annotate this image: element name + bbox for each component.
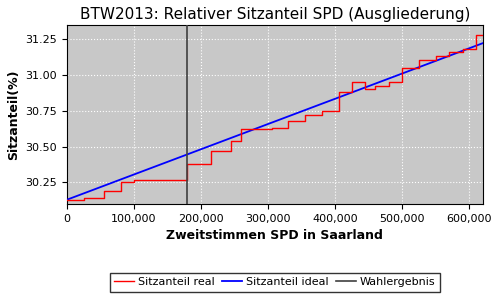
Sitzanteil real [480,33,486,36]
Sitzanteil real [118,181,124,184]
Sitzanteil real [158,178,164,181]
Sitzanteil real [480,33,486,36]
Sitzanteil real [473,33,479,36]
Sitzanteil real [64,198,70,202]
Y-axis label: Sitzanteil(%): Sitzanteil(%) [7,69,20,160]
Sitzanteil real [238,128,244,131]
Sitzanteil real [184,178,190,181]
X-axis label: Zweitstimmen SPD in Saarland: Zweitstimmen SPD in Saarland [166,229,384,242]
Title: BTW2013: Relativer Sitzanteil SPD (Ausgliederung): BTW2013: Relativer Sitzanteil SPD (Ausgl… [80,7,470,22]
Line: Sitzanteil real: Sitzanteil real [67,34,483,200]
Legend: Sitzanteil real, Sitzanteil ideal, Wahlergebnis: Sitzanteil real, Sitzanteil ideal, Wahle… [110,273,440,292]
Sitzanteil real [446,50,452,54]
